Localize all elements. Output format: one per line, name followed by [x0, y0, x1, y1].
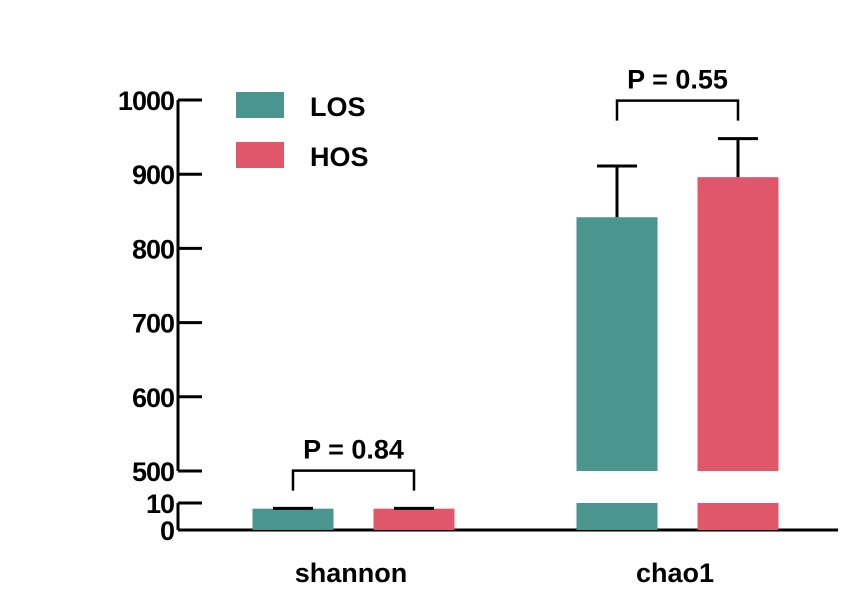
- x-tick-labels: shannon chao1: [295, 558, 714, 588]
- legend-swatch-HOS: [236, 142, 284, 168]
- y-tick-label: 10: [146, 489, 174, 519]
- y-tick-label: 800: [132, 234, 174, 264]
- x-tick-label-chao1: chao1: [636, 558, 714, 588]
- y-tick-label: 900: [132, 160, 174, 190]
- y-tick-label: 600: [132, 383, 174, 413]
- bars: [252, 177, 779, 530]
- y-tick-label: 0: [160, 516, 174, 546]
- bar-upper-LOS-chao1: [576, 217, 658, 471]
- annotations: P = 0.84 P = 0.55: [291, 65, 740, 491]
- bar-HOS-shannon: [373, 508, 455, 530]
- y-ticks: 500 600 700 800 900 1000 010: [118, 86, 202, 546]
- x-tick-label-shannon: shannon: [295, 558, 408, 588]
- legend-label-LOS: LOS: [310, 92, 366, 122]
- y-tick-label: 1000: [118, 86, 174, 116]
- bar-lower-LOS-chao1: [576, 503, 658, 530]
- legend: LOS HOS: [236, 92, 369, 172]
- bar-lower-HOS-chao1: [697, 503, 779, 530]
- p-value-label: P = 0.84: [303, 435, 404, 465]
- significance-bracket: [615, 99, 740, 121]
- y-tick-label: 500: [132, 457, 174, 487]
- error-bars: [273, 137, 758, 510]
- bar-upper-HOS-chao1: [697, 177, 779, 471]
- y-tick-label: 700: [132, 309, 174, 339]
- bar-LOS-shannon: [252, 508, 334, 530]
- p-value-annotation-chao1: P = 0.55: [615, 65, 740, 121]
- p-value-annotation-shannon: P = 0.84: [291, 435, 416, 491]
- p-value-label: P = 0.55: [627, 65, 728, 95]
- legend-swatch-LOS: [236, 92, 284, 118]
- legend-label-HOS: HOS: [310, 142, 369, 172]
- significance-bracket: [291, 469, 416, 491]
